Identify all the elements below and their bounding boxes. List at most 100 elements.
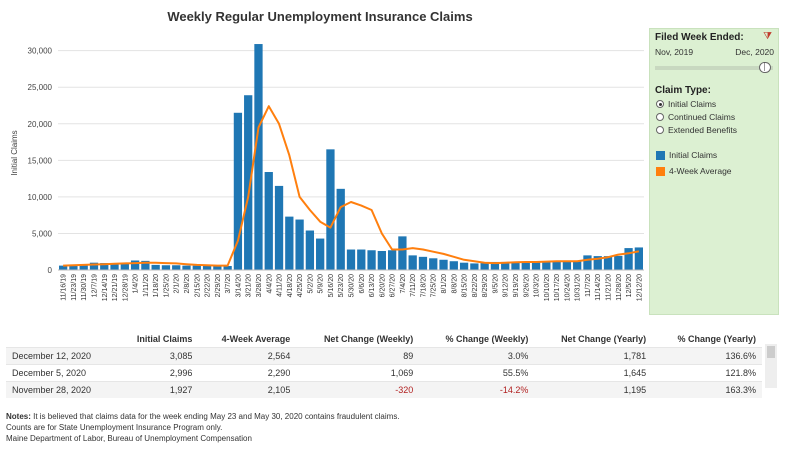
claim-type-header: Claim Type:	[655, 85, 711, 96]
x-tick-label: 1/18/20	[153, 274, 160, 297]
table-cell: 89	[296, 347, 420, 365]
x-tick-label: 8/29/20	[482, 274, 489, 297]
filter-clear-icon[interactable]: ⧩	[763, 31, 772, 42]
bar	[305, 230, 315, 270]
x-tick-label: 11/14/20	[595, 274, 602, 301]
x-tick-label: 9/19/20	[513, 274, 520, 297]
x-tick-label: 9/12/20	[503, 274, 510, 297]
legend-label: 4-Week Average	[669, 166, 732, 176]
radio-label: Initial Claims	[668, 99, 717, 109]
bar	[244, 95, 253, 270]
bar	[172, 265, 181, 270]
x-tick-label: 10/24/20	[564, 274, 571, 301]
table-cell: 55.5%	[419, 364, 535, 382]
table-cell: November 28, 2020	[6, 381, 117, 398]
y-axis-label: Initial Claims	[10, 130, 19, 175]
bar	[583, 255, 592, 270]
x-tick-label: 2/8/20	[184, 274, 191, 294]
bar	[141, 260, 150, 270]
x-tick-label: 11/16/19	[61, 274, 68, 301]
bar	[254, 44, 263, 271]
bar	[192, 265, 201, 270]
x-tick-label: 3/28/20	[256, 274, 263, 297]
table-cell: 3,085	[116, 347, 199, 365]
average-line	[63, 105, 640, 267]
notes-line: Maine Department of Labor, Bureau of Une…	[6, 434, 252, 443]
x-tick-label: 11/21/20	[606, 274, 613, 301]
bar	[89, 262, 99, 270]
bar	[634, 247, 643, 270]
y-tick-label: 10,000	[28, 193, 53, 202]
x-tick-label: 2/22/20	[205, 274, 212, 297]
bar	[603, 256, 613, 270]
bar	[480, 263, 489, 270]
bar	[387, 250, 397, 270]
bar	[295, 219, 304, 270]
bar	[326, 149, 335, 270]
x-tick-label: 8/1/20	[441, 274, 448, 294]
chart-title: Weekly Regular Unemployment Insurance Cl…	[167, 9, 473, 24]
bar	[100, 263, 109, 270]
y-tick-label: 20,000	[28, 120, 53, 129]
radio-selected-icon[interactable]	[656, 100, 664, 108]
x-tick-label: 12/7/19	[91, 274, 98, 297]
notes-label: Notes:	[6, 412, 31, 421]
bar	[130, 260, 140, 270]
date-slider-track[interactable]	[655, 66, 773, 70]
bar	[367, 250, 376, 270]
bar	[521, 262, 530, 270]
radio-unselected-icon[interactable]	[656, 113, 664, 121]
legend-line-swatch	[656, 166, 665, 176]
legend-initial-claims[interactable]: Initial Claims	[656, 150, 717, 160]
bar	[490, 261, 500, 270]
bar	[110, 264, 119, 270]
x-tick-label: 9/26/20	[523, 274, 530, 297]
bar	[552, 261, 561, 270]
radio-initial-claims[interactable]: Initial Claims	[656, 99, 716, 109]
table-cell: -14.2%	[419, 381, 535, 398]
range-end: Dec, 2020	[735, 47, 774, 57]
x-tick-label: 1/25/20	[163, 274, 170, 297]
x-tick-label: 5/9/20	[318, 274, 325, 294]
bar	[264, 172, 273, 270]
bar	[398, 236, 407, 270]
table-scroll-thumb[interactable]	[767, 346, 775, 358]
bar	[459, 262, 469, 270]
table-cell: -320	[296, 381, 420, 398]
x-tick-label: 7/18/20	[420, 274, 427, 297]
bar	[233, 112, 243, 270]
radio-extended-benefits[interactable]: Extended Benefits	[656, 125, 737, 135]
legend-4-week-average[interactable]: 4-Week Average	[656, 166, 732, 176]
bar	[79, 265, 88, 270]
radio-continued-claims[interactable]: Continued Claims	[656, 112, 735, 122]
table-cell: December 5, 2020	[6, 364, 117, 382]
table-header	[6, 331, 116, 348]
x-tick-label: 9/5/20	[492, 274, 499, 294]
radio-unselected-icon[interactable]	[656, 126, 664, 134]
x-tick-label: 8/8/20	[451, 274, 458, 294]
table-row: December 12, 2020 3,085 2,564 89 3.0% 1,…	[6, 347, 762, 365]
table-cell: 2,564	[198, 347, 297, 365]
x-tick-label: 5/16/20	[328, 274, 335, 297]
table-cell: 3.0%	[419, 347, 535, 365]
notes: Notes: It is believed that claims data f…	[6, 411, 400, 444]
x-tick-label: 7/4/20	[400, 274, 407, 294]
bar	[213, 265, 222, 270]
table-cell: 1,195	[534, 381, 653, 398]
table-cell: 163.3%	[652, 381, 762, 398]
x-tick-label: 5/30/20	[349, 274, 356, 297]
bar	[69, 264, 78, 270]
bar	[593, 256, 602, 270]
x-tick-label: 1/4/20	[133, 274, 140, 294]
y-tick-label: 5,000	[32, 229, 53, 238]
bar	[316, 238, 325, 270]
bar	[274, 185, 284, 270]
x-tick-label: 2/1/20	[174, 274, 181, 294]
date-slider-handle[interactable]: │	[759, 62, 771, 73]
table-cell: 1,069	[296, 364, 420, 382]
table-header: Net Change (Yearly)	[561, 334, 647, 344]
bar	[59, 265, 68, 270]
table-cell: 2,290	[198, 364, 297, 382]
radio-label: Extended Benefits	[668, 125, 737, 135]
bar	[624, 248, 633, 270]
